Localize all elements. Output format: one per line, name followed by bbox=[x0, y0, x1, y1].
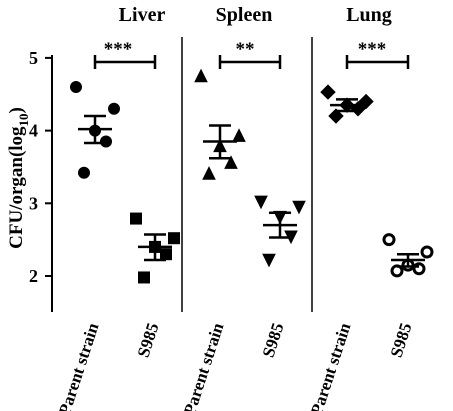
data-point bbox=[420, 245, 434, 259]
data-point bbox=[138, 271, 150, 284]
data-point bbox=[202, 166, 216, 180]
significance-spleen: ** bbox=[236, 39, 255, 60]
data-point bbox=[224, 155, 238, 169]
data-point bbox=[328, 108, 344, 124]
data-point bbox=[292, 200, 306, 215]
y-tick-label: 5 bbox=[29, 48, 38, 68]
data-point bbox=[254, 195, 268, 210]
data-point bbox=[262, 253, 276, 268]
y-tick-label: 3 bbox=[29, 193, 38, 213]
significance-lung: *** bbox=[358, 39, 387, 60]
y-axis-label: CFU/organ(log10) bbox=[6, 107, 31, 249]
y-tick-label: 2 bbox=[29, 266, 38, 286]
significance-liver: *** bbox=[104, 39, 133, 60]
panel-title-liver: Liver bbox=[119, 4, 166, 26]
data-point bbox=[130, 212, 142, 225]
data-point bbox=[160, 248, 172, 261]
panel-title-spleen: Spleen bbox=[216, 4, 273, 26]
data-point bbox=[232, 128, 246, 142]
chart-marks bbox=[70, 55, 434, 284]
xtick-spleen-parent: Parent strain bbox=[180, 320, 228, 411]
data-point bbox=[70, 80, 82, 93]
data-point bbox=[382, 233, 396, 247]
data-point bbox=[78, 166, 90, 179]
data-point bbox=[100, 135, 112, 148]
y-ticks: 2 3 4 5 bbox=[29, 48, 52, 286]
data-point bbox=[412, 262, 426, 276]
data-point bbox=[194, 68, 208, 83]
data-point bbox=[108, 102, 120, 115]
data-point bbox=[168, 232, 180, 245]
y-tick-label: 4 bbox=[29, 121, 38, 141]
data-point bbox=[320, 84, 336, 100]
xtick-liver-parent: Parent strain bbox=[55, 320, 103, 411]
xtick-lung-s985: S985 bbox=[387, 321, 416, 360]
panel-title-lung: Lung bbox=[346, 4, 392, 26]
xtick-liver-s985: S985 bbox=[134, 321, 163, 360]
xtick-spleen-s985: S985 bbox=[259, 321, 288, 360]
xtick-lung-parent: Parent strain bbox=[307, 320, 355, 411]
